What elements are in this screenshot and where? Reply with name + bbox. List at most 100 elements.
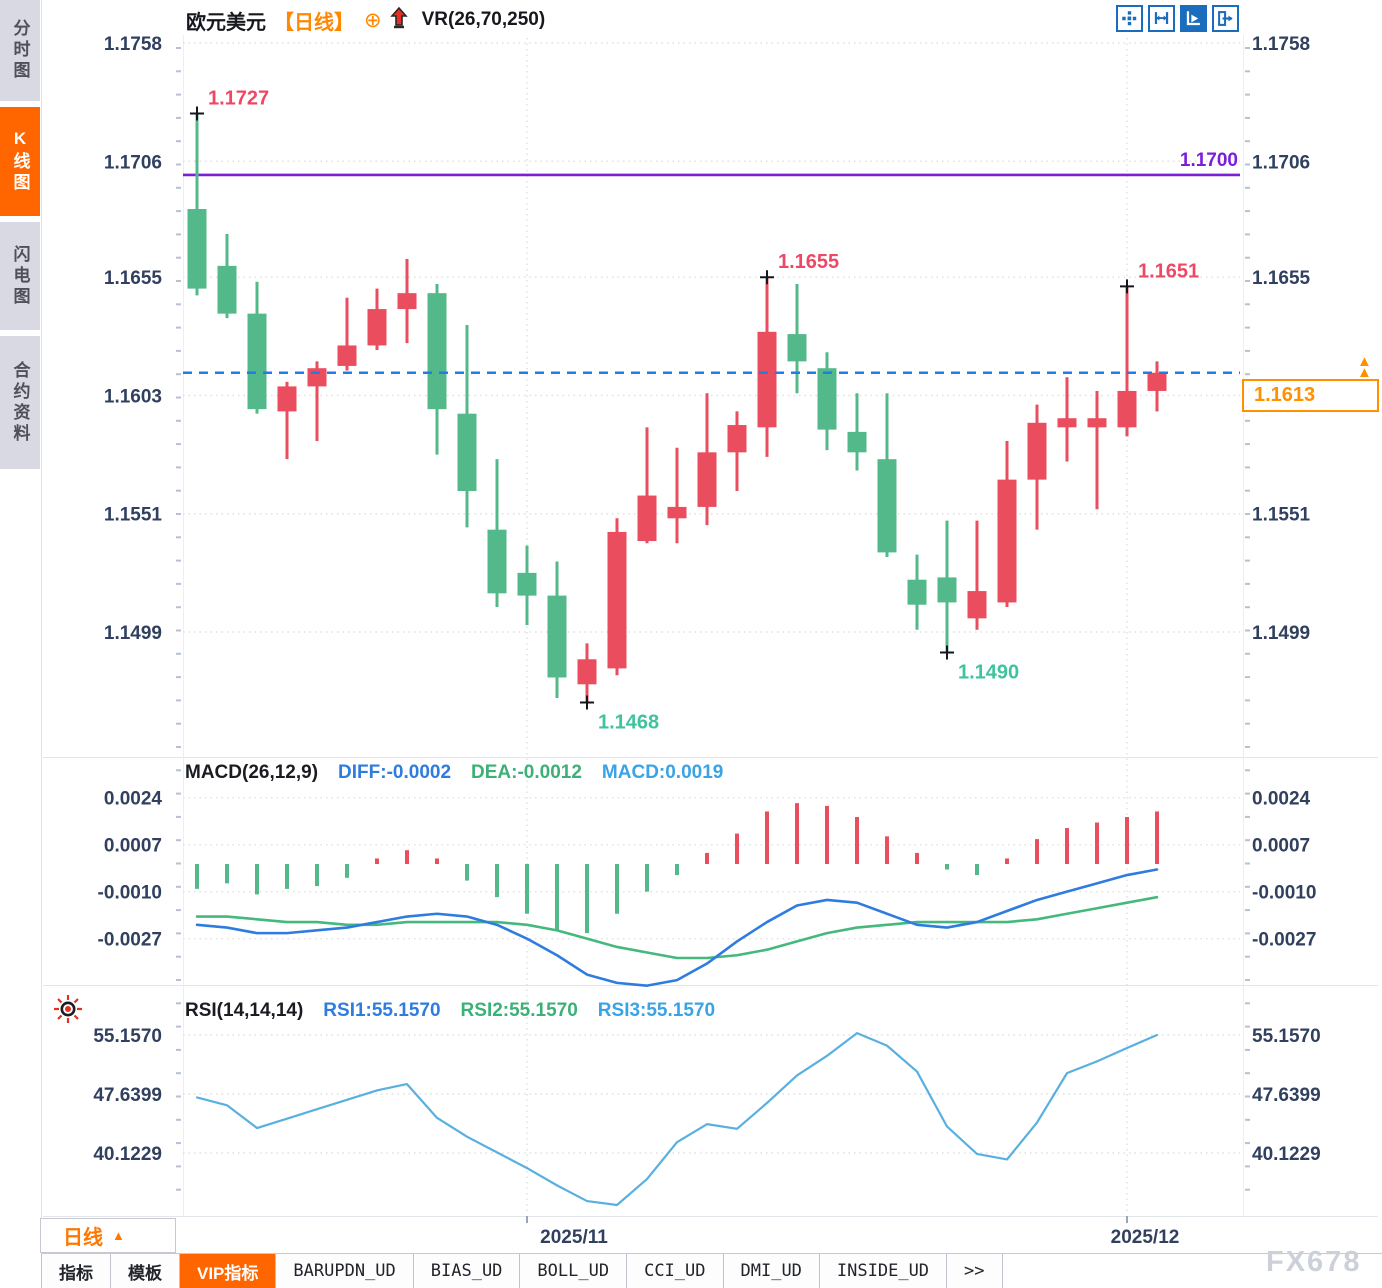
axis-tick-label: 1.1499	[1252, 623, 1310, 644]
axis-tick-label: 0.0024	[104, 789, 163, 810]
macd-bar	[345, 864, 349, 878]
axis-tick-label: 40.1229	[93, 1144, 162, 1165]
candle-body	[1027, 422, 1047, 480]
candle-body	[517, 572, 537, 596]
period-selector[interactable]: 日线 ▲	[40, 1218, 176, 1253]
swing-price-label: 1.1655	[778, 251, 839, 273]
macd-bar	[315, 864, 319, 887]
macd-bar	[795, 803, 799, 864]
macd-bar	[705, 852, 709, 864]
bottom-tab-指标[interactable]: 指标	[41, 1254, 111, 1288]
candle-body	[1147, 372, 1167, 391]
candle-body	[307, 368, 327, 387]
rsi1-value: RSI1:55.1570	[323, 1000, 441, 1021]
macd-bar	[255, 864, 259, 895]
macd-bar	[1065, 828, 1069, 864]
candle-body	[217, 265, 237, 314]
macd-title[interactable]: MACD(26,12,9)	[185, 762, 319, 783]
bottom-tab-BIAS_UD[interactable]: BIAS_UD	[413, 1254, 521, 1288]
bottom-tab-BOLL_UD[interactable]: BOLL_UD	[520, 1254, 628, 1288]
macd-bar	[735, 833, 739, 864]
candle-body	[397, 293, 417, 310]
axis-tick-label: 55.1570	[93, 1026, 162, 1047]
macd-bar	[915, 852, 919, 864]
macd-bar	[585, 864, 589, 934]
macd-bar	[615, 864, 619, 914]
macd-legend: MACD(26,12,9) DIFF:-0.0002 DEA:-0.0012 M…	[185, 762, 723, 784]
axis-tick-label: -0.0010	[1252, 883, 1316, 904]
candle-body	[637, 495, 657, 542]
axis-tick-label: 0.0024	[1252, 789, 1311, 810]
period-selector-label: 日线	[63, 1227, 103, 1249]
bottom-tab-模板[interactable]: 模板	[111, 1254, 180, 1288]
axis-range-icon[interactable]	[1148, 5, 1175, 32]
macd-bar	[885, 836, 889, 864]
sidebar-tab-1[interactable]: K线图	[0, 107, 40, 216]
rsi-line	[195, 1031, 1159, 1207]
overlay-indicator-label[interactable]: VR(26,70,250)	[421, 9, 546, 30]
axis-tick-label: 1.1551	[104, 505, 163, 526]
macd-bar	[195, 864, 199, 889]
candle-body	[907, 579, 927, 605]
macd-bar	[1035, 839, 1039, 864]
chart-toolbar	[1116, 5, 1239, 32]
axis-tick-label: 1.1706	[104, 152, 162, 173]
bottom-tab-INSIDE_UD[interactable]: INSIDE_UD	[819, 1254, 948, 1288]
axis-tick-label: 1.1499	[104, 623, 162, 644]
axis-tick-label: 47.6399	[1252, 1085, 1321, 1106]
candle-body	[877, 459, 897, 553]
grid	[183, 38, 1240, 1214]
diff-line	[195, 868, 1159, 987]
candle-body	[667, 506, 687, 519]
macd-histogram	[195, 803, 1159, 934]
add-indicator-icon[interactable]: ⊕	[364, 8, 382, 32]
macd-bar	[645, 864, 649, 892]
axis-tick-label: 1.1551	[1252, 505, 1311, 526]
candle-body	[1117, 390, 1137, 428]
axis-tick-label: 1.1655	[104, 268, 163, 289]
bottom-tab-CCI_UD[interactable]: CCI_UD	[627, 1254, 724, 1288]
swing-price-label: 1.1651	[1138, 260, 1199, 282]
bottom-tab-DMI_UD[interactable]: DMI_UD	[723, 1254, 820, 1288]
macd-bar	[1005, 858, 1009, 864]
macd-bar	[855, 817, 859, 864]
crosshair-move-icon[interactable]	[1116, 5, 1143, 32]
candle-body	[547, 595, 567, 678]
axis-tick-label: 1.1603	[104, 386, 162, 407]
macd-value: MACD:0.0019	[601, 762, 724, 783]
rsi-legend: RSI(14,14,14) RSI1:55.1570 RSI2:55.1570 …	[185, 1000, 715, 1022]
candle-body	[997, 479, 1017, 603]
watermark: FX678	[1266, 1246, 1362, 1278]
indicator-settings-icon[interactable]	[50, 991, 86, 1027]
sidebar-tab-0[interactable]: 分时图	[0, 0, 40, 101]
axis-labels: 1.1758 1.1706 1.1655 1.1603 1.1551 1.1499 1.17…	[93, 34, 1320, 1248]
sidebar-tab-3[interactable]: 合约资料	[0, 336, 40, 469]
axis-tick-label: 1.1758	[1252, 34, 1310, 55]
price-annotations: 1.1727 1.1655 1.1651 1.1468 1.1490	[190, 87, 1199, 733]
axis-tick-label: 0.0007	[1252, 836, 1310, 857]
macd-bar	[675, 864, 679, 876]
rsi-title[interactable]: RSI(14,14,14)	[185, 1000, 304, 1021]
sidebar-tab-2[interactable]: 闪电图	[0, 222, 40, 330]
period-tag[interactable]: 【日线】	[274, 11, 354, 34]
trend-arrow-icon	[389, 6, 408, 33]
bottom-tab-BARUPDN_UD[interactable]: BARUPDN_UD	[276, 1254, 414, 1288]
candle-body	[367, 309, 387, 346]
bottom-tab-VIP指标[interactable]: VIP指标	[180, 1254, 277, 1288]
macd-bar	[495, 864, 499, 898]
candle-body	[277, 386, 297, 412]
axis-play-icon[interactable]	[1180, 5, 1207, 32]
axis-tick-label: -0.0027	[98, 930, 162, 951]
macd-bar	[465, 864, 469, 881]
macd-bar	[435, 858, 439, 864]
axis-minor-ticks	[176, 47, 1250, 1191]
candle-body	[487, 529, 507, 594]
swing-marker-icon	[190, 106, 204, 121]
candle-body	[787, 334, 807, 362]
export-right-icon[interactable]	[1212, 5, 1239, 32]
axis-tick-label: 1.1706	[1252, 152, 1310, 173]
axis-tick-label: -0.0010	[98, 883, 162, 904]
bottom-tab->>[interactable]: >>	[947, 1254, 1003, 1288]
